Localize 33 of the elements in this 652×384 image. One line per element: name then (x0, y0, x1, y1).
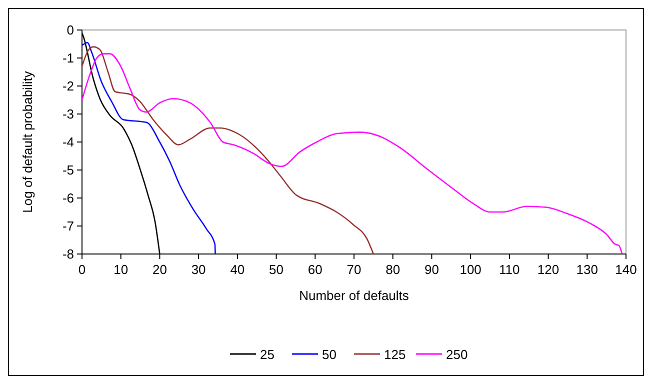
x-tick-label: 60 (308, 262, 322, 277)
legend-label: 125 (384, 347, 406, 362)
y-tick-label: -1 (62, 50, 74, 66)
x-tick-label: 20 (152, 262, 167, 277)
x-axis-title: Number of defaults (299, 288, 410, 303)
line-series (82, 53, 623, 255)
y-tick-label: -7 (62, 218, 74, 234)
x-tick-label: 110 (499, 262, 520, 277)
line-series (82, 42, 216, 255)
x-tick-label: 140 (615, 262, 637, 277)
legend-label: 250 (446, 347, 468, 362)
y-tick-label: -2 (62, 78, 74, 94)
y-tick-label: -5 (62, 162, 74, 178)
x-tick-label: 90 (424, 262, 439, 277)
x-tick-label: 130 (576, 262, 598, 277)
y-tick-label: -8 (62, 246, 74, 262)
x-tick-label: 100 (460, 262, 482, 277)
legend-label: 50 (322, 347, 336, 362)
y-tick-label: -6 (62, 190, 74, 206)
x-tick-label: 10 (114, 262, 128, 277)
y-tick-label: -3 (62, 106, 74, 122)
y-axis-title: Log of default probability (20, 70, 35, 213)
line-series (82, 46, 374, 255)
y-tick-label: 0 (66, 22, 74, 38)
legend-label: 25 (260, 347, 274, 362)
x-tick-label: 30 (191, 262, 206, 277)
x-tick-label: 0 (78, 262, 86, 277)
x-tick-label: 70 (346, 262, 362, 277)
x-tick-label: 40 (230, 262, 245, 277)
x-tick-label: 80 (386, 262, 400, 277)
y-tick-label: -4 (62, 134, 74, 150)
x-tick-label: 50 (269, 262, 284, 277)
x-tick-label: 120 (537, 262, 560, 277)
